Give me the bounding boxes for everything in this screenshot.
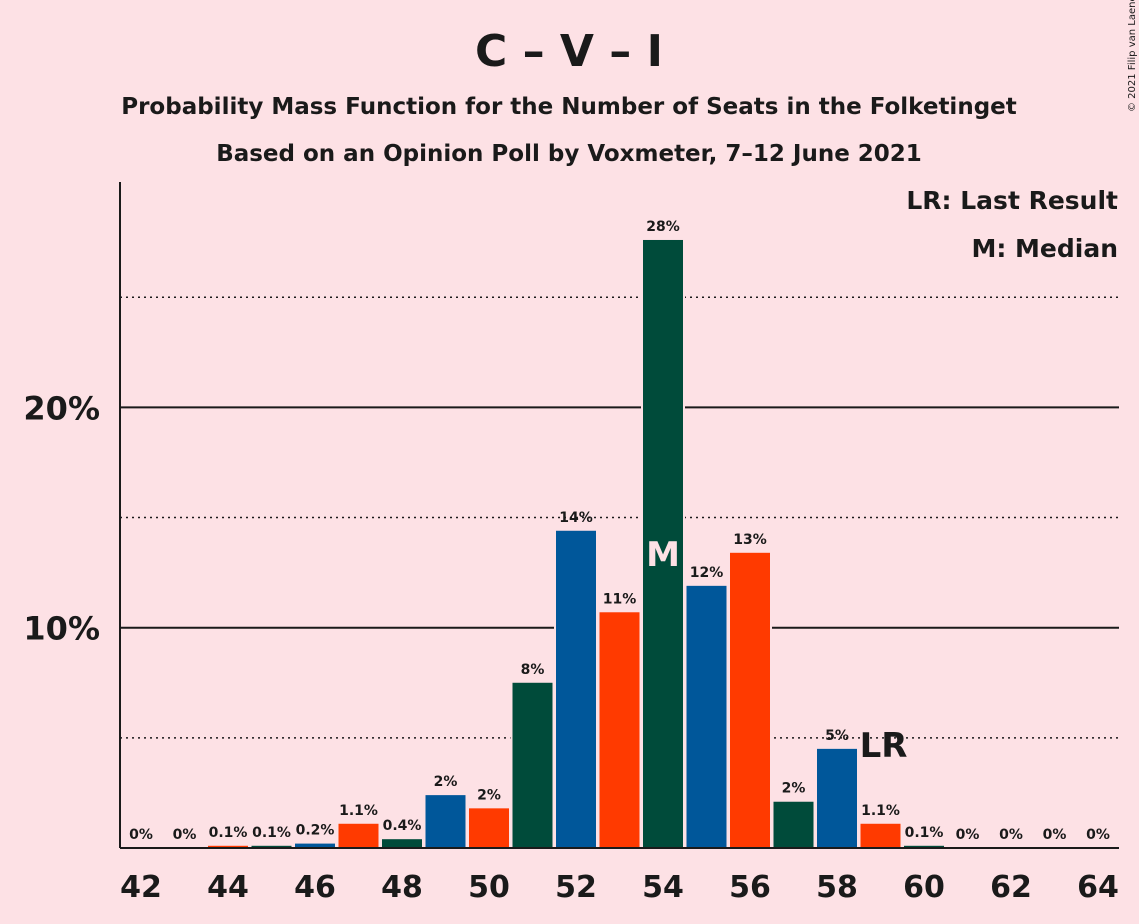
data-label: 0% [129,827,153,843]
data-label: 0.1% [252,825,291,841]
axes [119,182,1119,849]
x-tick-label: 60 [903,870,945,905]
last-result-mark: LR [860,726,908,766]
data-label: 13% [733,532,767,548]
median-mark: M [646,535,680,575]
data-label: 0.1% [209,825,248,841]
chart-subtitle-2: Based on an Opinion Poll by Voxmeter, 7–… [216,141,922,167]
bar [860,823,901,848]
data-label: 8% [521,662,545,678]
data-label: 1.1% [339,803,378,819]
bar [295,843,335,848]
data-label: 2% [434,774,458,790]
bar [338,823,379,848]
data-label: 0.2% [296,823,335,839]
bar [556,530,596,848]
data-label: 0% [1043,827,1067,843]
bar [251,845,292,848]
data-label: 0.4% [383,818,422,834]
bars [206,239,946,849]
data-label: 2% [477,787,501,803]
chart-subtitle-1: Probability Mass Function for the Number… [121,94,1017,120]
chart-title: C – V – I [475,26,663,77]
data-label: 1.1% [861,803,900,819]
data-label: 0% [1086,827,1110,843]
bar [512,682,553,848]
data-label: 0% [956,827,980,843]
x-tick-label: 48 [381,870,423,905]
bar [686,585,727,848]
x-tick-label: 42 [120,870,162,905]
x-tick-label: 50 [468,870,510,905]
bar [382,839,422,848]
bar [469,808,509,848]
x-tick-labels: 42 44 46 48 50 52 54 56 58 60 62 64 [120,870,1119,905]
x-tick-label: 54 [642,870,684,905]
x-tick-label: 44 [207,870,249,905]
data-label: 0.1% [905,825,944,841]
data-label: 12% [690,565,724,581]
data-label: 0% [999,827,1023,843]
bar [730,552,770,848]
data-label: 5% [825,728,849,744]
y-tick-label: 20% [23,389,100,427]
x-tick-label: 52 [555,870,597,905]
x-tick-label: 64 [1077,870,1119,905]
median-and-last-result-marks: M LR [646,535,907,766]
x-tick-label: 56 [729,870,771,905]
y-tick-label: 10% [23,610,100,648]
legend-last-result: LR: Last Result [906,186,1118,215]
bar [817,748,857,848]
x-tick-label: 62 [990,870,1032,905]
x-tick-label: 46 [294,870,336,905]
data-labels: 0% 0% 0.1% 0.1% 0.2%1.1%0.4%2%2%8%14%11%28%1… [129,219,1110,843]
x-tick-label: 58 [816,870,858,905]
bar [425,795,466,848]
bar [773,801,814,848]
y-tick-labels: 10% 20% [23,389,100,647]
data-label: 14% [559,510,593,526]
data-label: 28% [646,219,680,235]
bar [904,845,944,848]
data-label: 11% [603,591,637,607]
bar [599,612,640,848]
bar [208,845,248,848]
legend-median: M: Median [971,234,1118,263]
bar [643,239,683,849]
data-label: 2% [782,781,806,797]
copyright-text: © 2021 Filip van Laenen [1127,0,1138,112]
data-label: 0% [173,827,197,843]
